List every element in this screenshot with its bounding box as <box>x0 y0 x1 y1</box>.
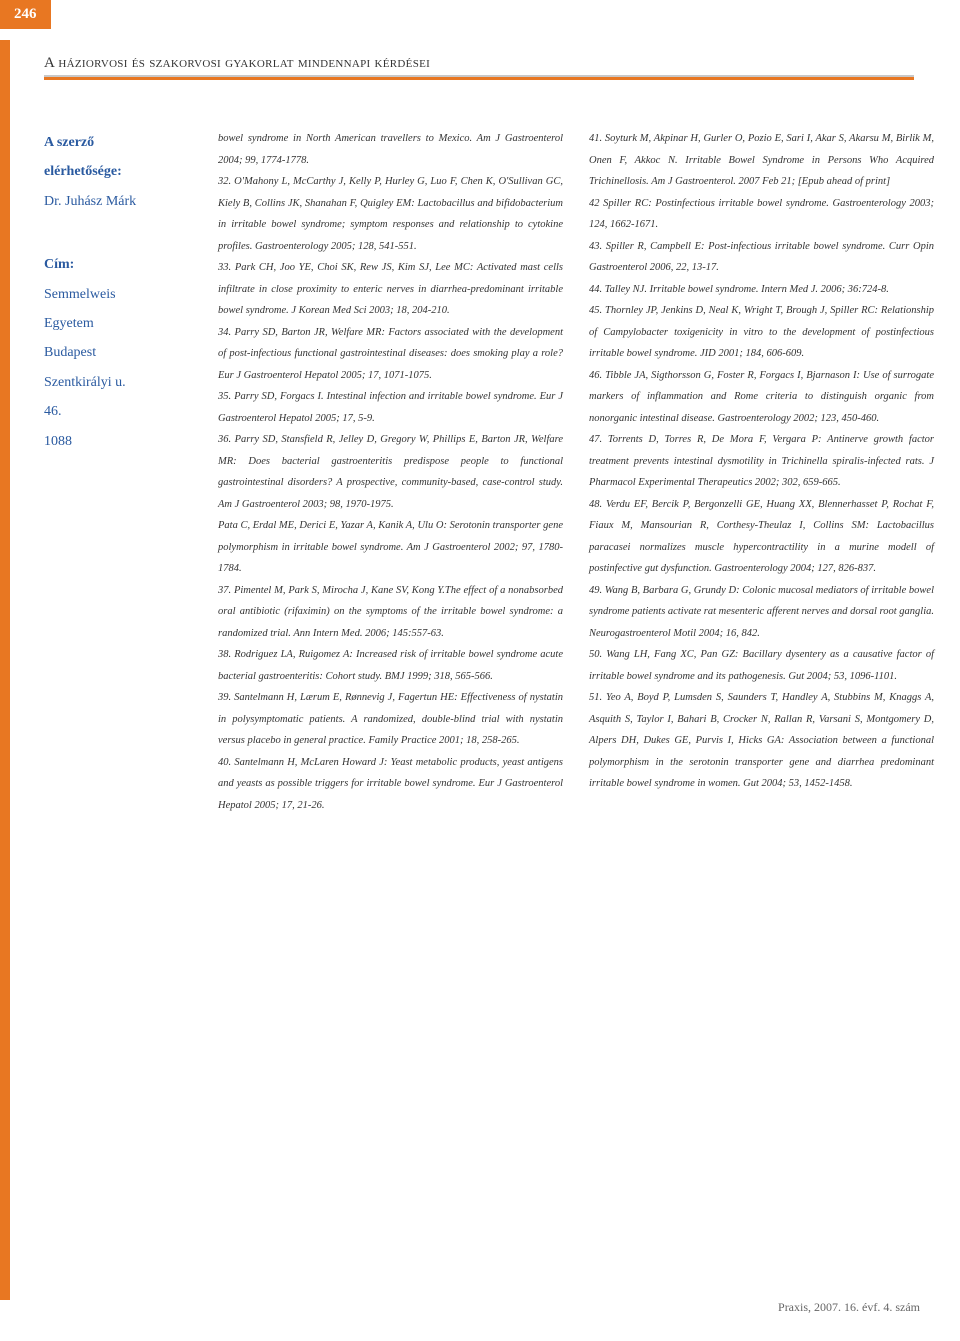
reference-item: 46. Tibble JA, Sigthorsson G, Foster R, … <box>589 365 934 430</box>
reference-item: 36. Parry SD, Stansfield R, Jelley D, Gr… <box>218 429 563 515</box>
reference-item: 35. Parry SD, Forgacs I. Intestinal infe… <box>218 386 563 429</box>
author-addr-line: Budapest <box>44 338 194 367</box>
footer-citation: Praxis, 2007. 16. évf. 4. szám <box>0 1300 960 1315</box>
author-addr-line: Szentkirályi u. <box>44 368 194 397</box>
reference-item: 44. Talley NJ. Irritable bowel syndrome.… <box>589 279 934 301</box>
content: A szerző elérhetősége: Dr. Juhász Márk C… <box>44 128 934 817</box>
author-addr-line: 1088 <box>44 427 194 456</box>
references: bowel syndrome in North American travell… <box>218 128 934 817</box>
reference-item: 40. Santelmann H, McLaren Howard J: Yeas… <box>218 752 563 817</box>
reference-item: 49. Wang B, Barbara G, Grundy D: Colonic… <box>589 580 934 645</box>
references-col-left: bowel syndrome in North American travell… <box>218 128 563 817</box>
author-label-title: A szerző <box>44 128 194 157</box>
author-block: A szerző elérhetősége: Dr. Juhász Márk C… <box>44 128 194 817</box>
reference-item: 34. Parry SD, Barton JR, Welfare MR: Fac… <box>218 322 563 387</box>
author-label-address: Cím: <box>44 250 194 279</box>
page-number: 246 <box>0 0 51 29</box>
reference-item: Pata C, Erdal ME, Derici E, Yazar A, Kan… <box>218 515 563 580</box>
reference-item: 47. Torrents D, Torres R, De Mora F, Ver… <box>589 429 934 494</box>
author-addr-line: Semmelweis <box>44 280 194 309</box>
reference-item: 42 Spiller RC: Postinfectious irritable … <box>589 193 934 236</box>
reference-item: 41. Soyturk M, Akpinar H, Gurler O, Pozi… <box>589 128 934 193</box>
reference-item: 50. Wang LH, Fang XC, Pan GZ: Bacillary … <box>589 644 934 687</box>
page-header: A háziorvosi és szakorvosi gyakorlat min… <box>44 55 960 80</box>
reference-item: 38. Rodriguez LA, Ruigomez A: Increased … <box>218 644 563 687</box>
references-col-right: 41. Soyturk M, Akpinar H, Gurler O, Pozi… <box>589 128 934 817</box>
author-label-contact: elérhetősége: <box>44 157 194 186</box>
reference-item: 45. Thornley JP, Jenkins D, Neal K, Wrig… <box>589 300 934 365</box>
author-addr-line: 46. <box>44 397 194 426</box>
author-addr-line: Egyetem <box>44 309 194 338</box>
side-accent-bar <box>0 40 10 1300</box>
header-title: A háziorvosi és szakorvosi gyakorlat min… <box>44 55 960 72</box>
reference-item: bowel syndrome in North American travell… <box>218 128 563 171</box>
reference-item: 33. Park CH, Joo YE, Choi SK, Rew JS, Ki… <box>218 257 563 322</box>
reference-item: 32. O'Mahony L, McCarthy J, Kelly P, Hur… <box>218 171 563 257</box>
reference-item: 48. Verdu EF, Bercik P, Bergonzelli GE, … <box>589 494 934 580</box>
reference-item: 39. Santelmann H, Lærum E, Rønnevig J, F… <box>218 687 563 752</box>
reference-item: 43. Spiller R, Campbell E: Post-infectio… <box>589 236 934 279</box>
reference-item: 51. Yeo A, Boyd P, Lumsden S, Saunders T… <box>589 687 934 795</box>
header-rule <box>44 75 914 80</box>
reference-item: 37. Pimentel M, Park S, Mirocha J, Kane … <box>218 580 563 645</box>
author-name: Dr. Juhász Márk <box>44 187 194 216</box>
